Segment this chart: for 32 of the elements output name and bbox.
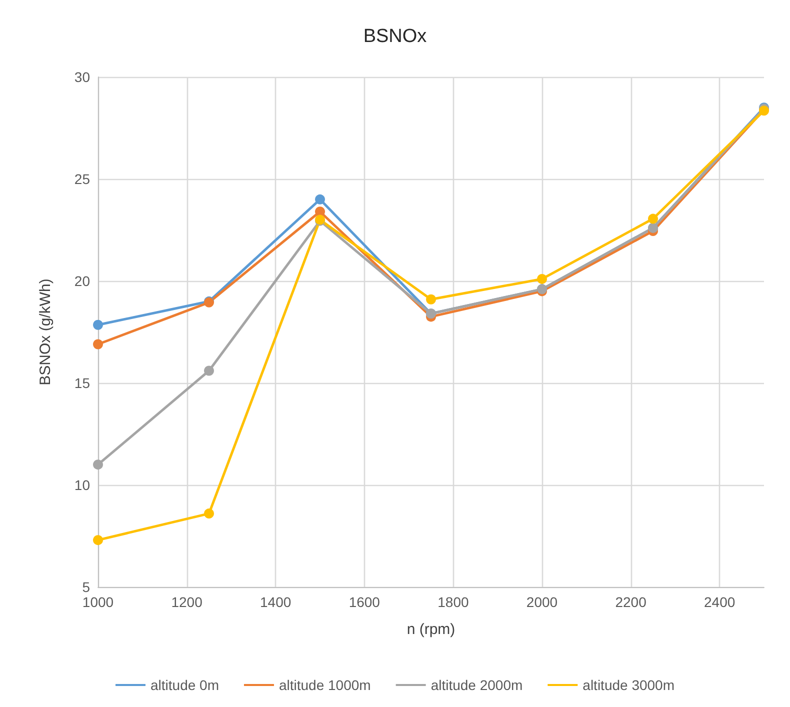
point bbox=[204, 366, 214, 376]
x-tick-label: 2000 bbox=[526, 594, 558, 610]
legend-label: altitude 2000m bbox=[430, 677, 523, 693]
y-tick-label: 20 bbox=[74, 273, 90, 289]
y-tick-label: 10 bbox=[74, 477, 90, 493]
legend-label: altitude 1000m bbox=[278, 677, 371, 693]
x-tick-label: 1600 bbox=[348, 594, 380, 610]
y-tick-label: 30 bbox=[74, 69, 90, 85]
point bbox=[93, 320, 103, 330]
point bbox=[426, 294, 436, 304]
x-axis-title: n (rpm) bbox=[406, 621, 456, 638]
y-axis-title: BSNOx (g/kWh) bbox=[37, 278, 54, 386]
point bbox=[93, 460, 103, 470]
point bbox=[93, 339, 103, 350]
point bbox=[315, 194, 325, 204]
point bbox=[93, 535, 103, 546]
y-tick-label: 25 bbox=[74, 171, 90, 187]
y-tick-label: 5 bbox=[82, 579, 90, 595]
x-tick-label: 2400 bbox=[704, 594, 736, 610]
point bbox=[204, 508, 214, 519]
x-tick-label: 1000 bbox=[82, 594, 114, 610]
point bbox=[648, 214, 658, 224]
legend-label: altitude 3000m bbox=[582, 677, 675, 693]
x-tick-label: 1400 bbox=[260, 594, 292, 610]
x-tick-label: 1200 bbox=[171, 594, 203, 610]
point bbox=[537, 274, 547, 284]
x-tick-label: 2200 bbox=[615, 594, 647, 610]
legend-label: altitude 0m bbox=[150, 677, 219, 693]
point bbox=[315, 206, 325, 217]
chart-title: BSNOx bbox=[363, 26, 428, 47]
x-tick-label: 1800 bbox=[438, 594, 469, 610]
y-tick-label: 15 bbox=[74, 375, 90, 391]
